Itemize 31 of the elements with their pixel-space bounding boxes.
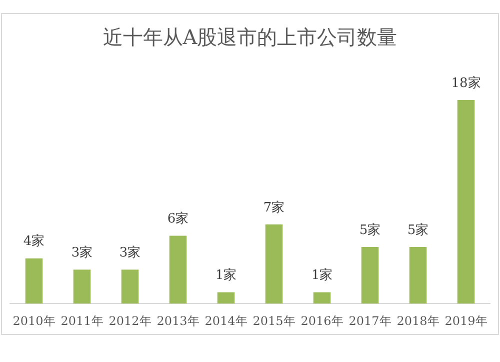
data-label: 18家: [451, 74, 481, 91]
x-tick-label: 2011年: [60, 314, 104, 328]
bar: [169, 236, 187, 304]
bar: [217, 292, 235, 304]
data-label: 4家: [23, 233, 45, 250]
x-tick-label: 2012年: [108, 314, 152, 328]
x-tick-label: 2013年: [156, 314, 200, 328]
chart-title: 近十年从A股退市的上市公司数量: [102, 24, 398, 51]
x-tick-label: 2018年: [396, 314, 440, 328]
data-label: 6家: [167, 210, 189, 227]
data-label: 5家: [407, 222, 429, 238]
bar: [361, 247, 379, 304]
data-label: 3家: [119, 244, 141, 261]
bar: [457, 100, 475, 304]
bar: [121, 270, 139, 304]
x-tick-label: 2019年: [444, 314, 488, 328]
x-tick-label: 2014年: [204, 314, 248, 328]
bar: [25, 258, 43, 304]
x-tick-label: 2016年: [300, 314, 344, 328]
x-tick-label: 2015年: [252, 314, 296, 328]
bar: [73, 270, 91, 304]
data-label: 5家: [359, 222, 381, 238]
x-tick-label: 2010年: [12, 314, 56, 328]
bar: [313, 292, 331, 304]
x-tick-label: 2017年: [348, 314, 392, 328]
data-label: 7家: [263, 199, 285, 216]
data-label: 1家: [215, 267, 237, 284]
bar: [265, 224, 283, 304]
bar: [409, 247, 427, 304]
data-label: 1家: [311, 267, 333, 284]
data-label: 3家: [71, 244, 93, 261]
